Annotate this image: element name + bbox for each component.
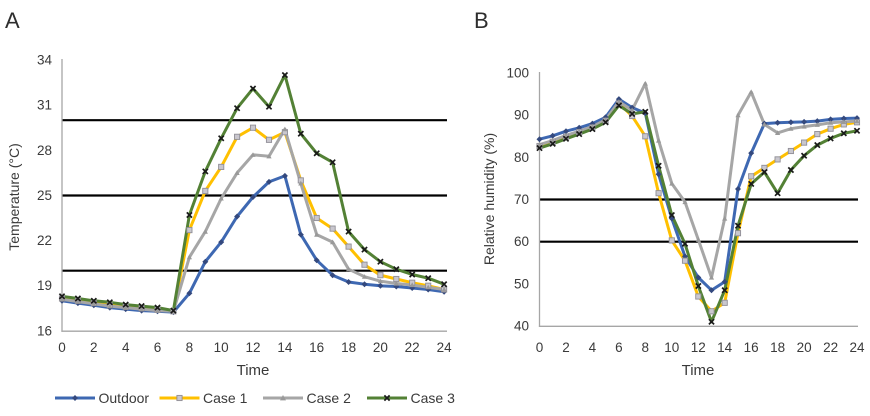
svg-text:14: 14 bbox=[277, 340, 293, 355]
svg-text:22: 22 bbox=[405, 340, 420, 355]
svg-text:2: 2 bbox=[562, 340, 570, 355]
svg-text:18: 18 bbox=[770, 340, 785, 355]
svg-text:4: 4 bbox=[122, 340, 130, 355]
svg-text:16: 16 bbox=[744, 340, 759, 355]
svg-text:22: 22 bbox=[37, 233, 52, 248]
svg-text:22: 22 bbox=[823, 340, 838, 355]
svg-text:31: 31 bbox=[37, 98, 52, 113]
svg-text:25: 25 bbox=[37, 188, 52, 203]
svg-text:12: 12 bbox=[245, 340, 260, 355]
svg-text:Time: Time bbox=[682, 362, 715, 379]
svg-text:28: 28 bbox=[37, 143, 52, 158]
svg-text:0: 0 bbox=[536, 340, 544, 355]
svg-text:8: 8 bbox=[186, 340, 194, 355]
svg-text:24: 24 bbox=[437, 340, 453, 355]
svg-text:80: 80 bbox=[514, 150, 529, 165]
svg-text:Case 3: Case 3 bbox=[411, 390, 456, 406]
svg-text:16: 16 bbox=[37, 323, 52, 338]
svg-text:18: 18 bbox=[341, 340, 356, 355]
svg-text:14: 14 bbox=[717, 340, 733, 355]
svg-text:16: 16 bbox=[309, 340, 324, 355]
svg-text:50: 50 bbox=[514, 276, 529, 291]
svg-text:4: 4 bbox=[589, 340, 597, 355]
svg-text:0: 0 bbox=[58, 340, 66, 355]
svg-text:60: 60 bbox=[514, 234, 529, 249]
svg-text:8: 8 bbox=[642, 340, 650, 355]
svg-text:70: 70 bbox=[514, 192, 529, 207]
svg-text:100: 100 bbox=[506, 66, 529, 81]
svg-text:B: B bbox=[474, 8, 489, 33]
svg-text:Temperature (°C): Temperature (°C) bbox=[6, 143, 22, 251]
svg-text:20: 20 bbox=[373, 340, 388, 355]
svg-text:10: 10 bbox=[214, 340, 229, 355]
svg-text:2: 2 bbox=[90, 340, 98, 355]
svg-text:90: 90 bbox=[514, 108, 529, 123]
svg-text:40: 40 bbox=[514, 319, 529, 334]
svg-text:19: 19 bbox=[37, 278, 52, 293]
svg-text:A: A bbox=[5, 8, 20, 33]
svg-text:6: 6 bbox=[154, 340, 162, 355]
svg-text:Time: Time bbox=[237, 362, 270, 379]
svg-text:12: 12 bbox=[691, 340, 706, 355]
svg-text:Outdoor: Outdoor bbox=[99, 390, 150, 406]
svg-text:Case 2: Case 2 bbox=[307, 390, 352, 406]
svg-text:20: 20 bbox=[797, 340, 812, 355]
svg-text:24: 24 bbox=[849, 340, 865, 355]
svg-text:34: 34 bbox=[37, 53, 53, 68]
svg-text:Case 1: Case 1 bbox=[203, 390, 248, 406]
svg-text:10: 10 bbox=[664, 340, 679, 355]
svg-text:6: 6 bbox=[615, 340, 623, 355]
svg-text:Relative humidity (%): Relative humidity (%) bbox=[481, 133, 497, 265]
